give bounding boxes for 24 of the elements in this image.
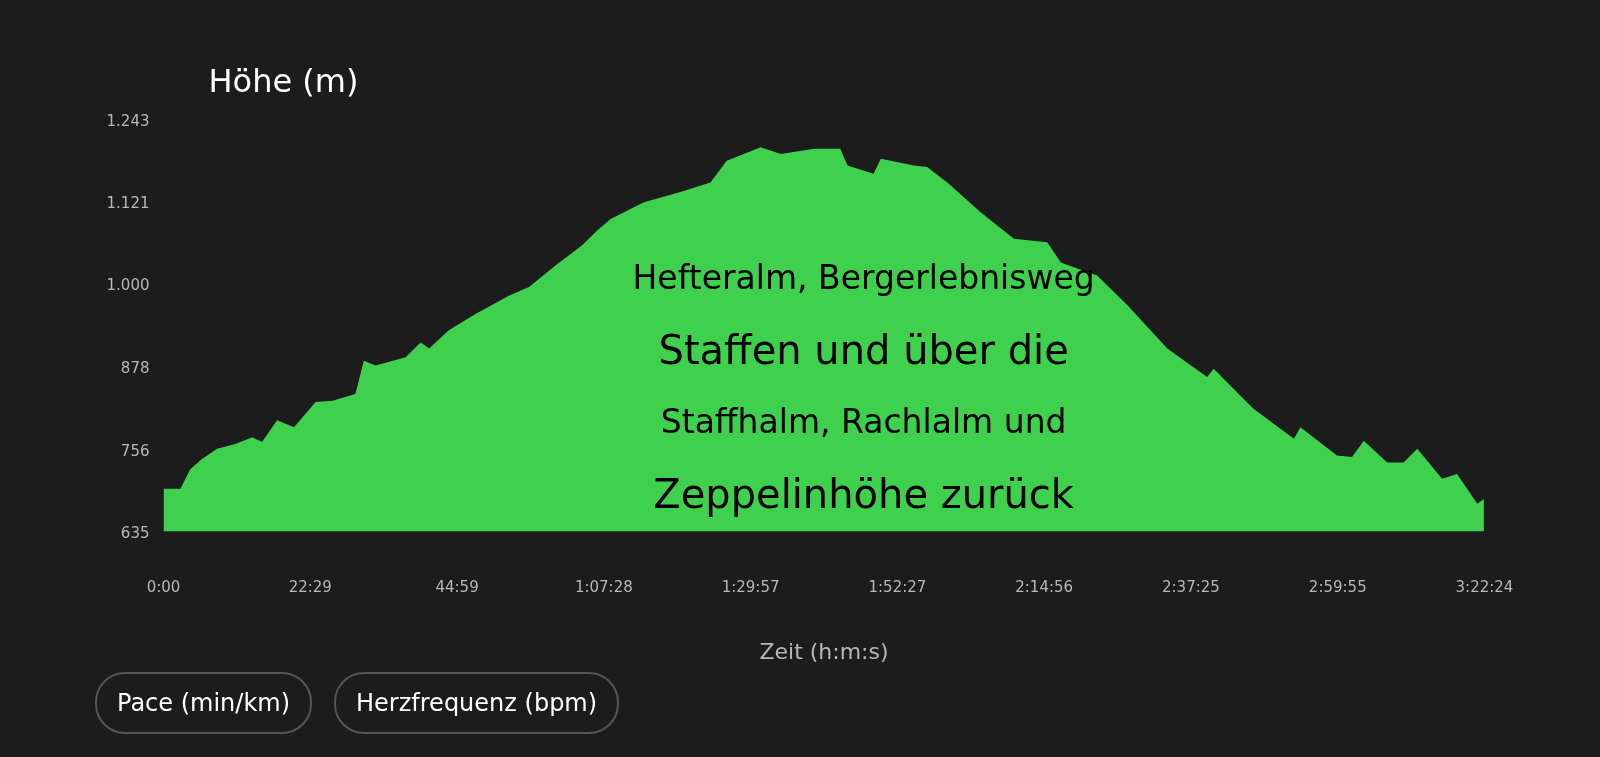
annotation: Hefteralm, Bergerlebnisweg — [632, 257, 1095, 297]
y-tick-label: 1.243 — [106, 111, 150, 130]
x-tick-label: 1:52:27 — [868, 577, 927, 596]
x-tick-label: 44:59 — [435, 577, 479, 596]
x-tick-label: 1:29:57 — [721, 577, 780, 596]
x-tick-label: 1:07:28 — [574, 577, 633, 596]
y-tick-label: 1.121 — [106, 194, 150, 213]
x-tick-label: 2:37:25 — [1162, 577, 1220, 596]
y-tick-label: 1.000 — [106, 276, 150, 295]
x-axis-title: Zeit (h:m:s) — [759, 638, 889, 664]
annotation: Zeppelinhöhe zurück — [653, 470, 1075, 517]
annotation: Staffen und über die — [658, 326, 1069, 373]
y-tick-label: 756 — [120, 441, 150, 460]
y-tick-label: 878 — [120, 358, 150, 377]
chart-title: Höhe (m) — [208, 61, 359, 100]
x-tick-label: 3:22:24 — [1455, 577, 1514, 596]
x-tick-label: 2:59:55 — [1308, 577, 1367, 596]
x-tick-label: 0:00 — [146, 577, 181, 596]
y-tick-label: 635 — [120, 523, 150, 542]
text: Herzfrequenz (bpm) — [334, 672, 620, 735]
x-tick-label: 22:29 — [288, 577, 332, 596]
annotation: Staffhalm, Rachlalm und — [660, 401, 1067, 441]
text: Pace (min/km) — [95, 672, 313, 735]
x-tick-label: 2:14:56 — [1015, 577, 1074, 596]
